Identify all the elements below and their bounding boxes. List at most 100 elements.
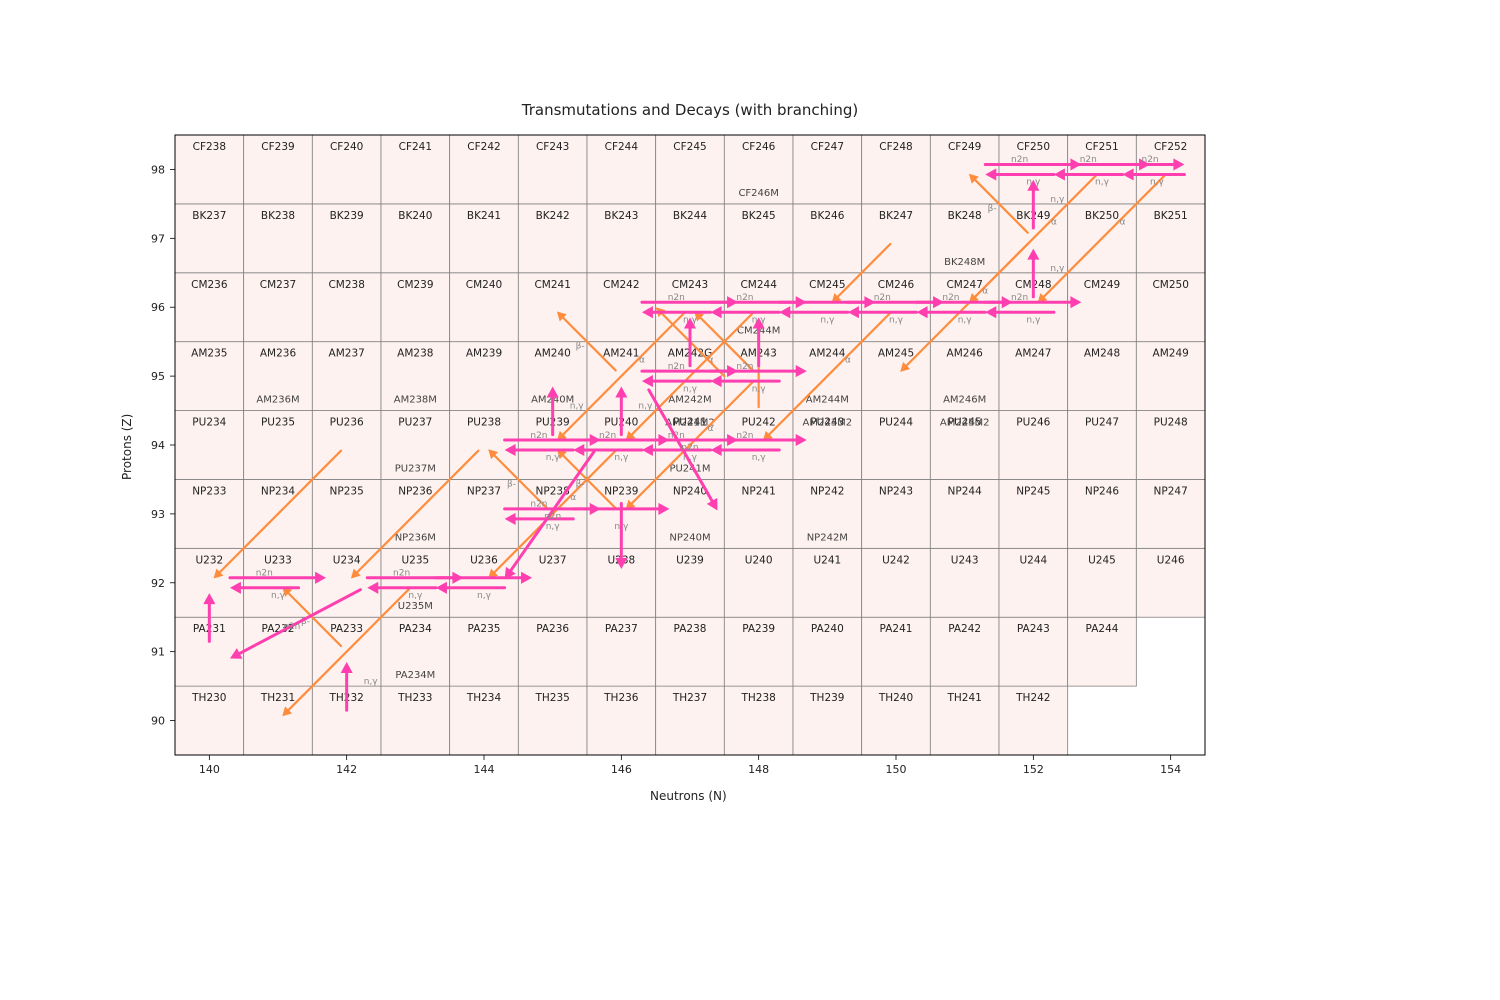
svg-text:AM244: AM244 (809, 348, 846, 360)
svg-text:PU234: PU234 (192, 417, 226, 429)
svg-text:NP247: NP247 (1154, 485, 1188, 497)
svg-text:92: 92 (151, 577, 165, 590)
svg-text:CF252: CF252 (1154, 141, 1187, 153)
svg-text:n,γ: n,γ (1095, 178, 1110, 188)
svg-text:U235M: U235M (398, 601, 433, 612)
svg-text:U237: U237 (539, 554, 567, 566)
svg-text:NP243: NP243 (879, 485, 913, 497)
svg-text:n2n: n2n (530, 500, 547, 510)
svg-text:PA243: PA243 (1017, 623, 1050, 635)
svg-text:AM246M: AM246M (943, 395, 986, 406)
svg-text:n,γ: n,γ (683, 384, 698, 394)
plot-svg: 1401421441461481501521549091929394959697… (0, 0, 1500, 1000)
svg-text:AM248: AM248 (1084, 348, 1120, 360)
svg-text:n,γ: n,γ (271, 591, 286, 601)
svg-text:90: 90 (151, 715, 165, 728)
svg-text:U232: U232 (195, 554, 223, 566)
svg-text:PU237M: PU237M (395, 463, 436, 474)
svg-text:PA233: PA233 (330, 623, 363, 635)
svg-text:PU237: PU237 (398, 417, 432, 429)
svg-text:AM241: AM241 (603, 348, 639, 360)
svg-text:NP239: NP239 (604, 485, 638, 497)
svg-text:AM239: AM239 (466, 348, 502, 360)
svg-text:U243: U243 (951, 554, 979, 566)
svg-text:CM249: CM249 (1084, 279, 1120, 291)
svg-text:142: 142 (336, 763, 357, 776)
svg-text:n,γ: n,γ (1050, 195, 1065, 205)
svg-text:CM246: CM246 (878, 279, 915, 291)
svg-text:140: 140 (199, 763, 220, 776)
svg-text:AM236M: AM236M (256, 395, 299, 406)
svg-text:TH234: TH234 (466, 692, 502, 704)
svg-text:n2n: n2n (1011, 293, 1028, 303)
svg-text:n,γ: n,γ (570, 402, 585, 412)
svg-text:n,γ: n,γ (889, 315, 904, 325)
svg-text:BK250: BK250 (1085, 210, 1119, 222)
svg-text:n2n: n2n (544, 512, 561, 522)
svg-text:144: 144 (474, 763, 495, 776)
svg-text:TH235: TH235 (534, 692, 569, 704)
svg-text:PU244: PU244 (879, 417, 913, 429)
svg-text:CM242: CM242 (603, 279, 639, 291)
svg-text:α: α (982, 286, 988, 296)
svg-text:n2n: n2n (599, 431, 616, 441)
svg-text:U241: U241 (813, 554, 841, 566)
svg-text:CM250: CM250 (1152, 279, 1188, 291)
svg-text:n,γ: n,γ (1150, 178, 1165, 188)
svg-text:NP242M: NP242M (807, 532, 848, 543)
svg-text:CM245: CM245 (809, 279, 845, 291)
svg-text:n2n: n2n (736, 293, 753, 303)
svg-text:n,γ: n,γ (546, 453, 561, 463)
svg-text:CM237: CM237 (260, 279, 296, 291)
svg-text:n2n: n2n (1011, 155, 1028, 165)
svg-text:BK241: BK241 (467, 210, 501, 222)
svg-text:CM239: CM239 (397, 279, 433, 291)
svg-text:AM243M2: AM243M2 (803, 418, 853, 429)
svg-text:BK242: BK242 (536, 210, 570, 222)
svg-text:AM238: AM238 (397, 348, 433, 360)
svg-text:PA241: PA241 (880, 623, 913, 635)
svg-text:n,γ: n,γ (546, 522, 561, 532)
svg-text:U234: U234 (333, 554, 361, 566)
y-axis-label: Protons (Z) (120, 414, 134, 480)
svg-text:n,γ: n,γ (958, 315, 973, 325)
svg-text:NP241: NP241 (742, 485, 776, 497)
svg-text:AM235: AM235 (191, 348, 227, 360)
svg-text:TH242: TH242 (1015, 692, 1050, 704)
svg-text:α: α (845, 355, 851, 365)
svg-text:CF245: CF245 (673, 141, 706, 153)
svg-text:PA238: PA238 (674, 623, 707, 635)
svg-text:U235: U235 (401, 554, 429, 566)
svg-text:AM249: AM249 (1153, 348, 1189, 360)
svg-text:CF241: CF241 (399, 141, 432, 153)
svg-text:n,γ: n,γ (1026, 315, 1041, 325)
svg-text:AM245M2: AM245M2 (940, 418, 990, 429)
svg-text:U236: U236 (470, 554, 498, 566)
svg-text:PA234: PA234 (399, 623, 432, 635)
svg-text:BK245: BK245 (742, 210, 776, 222)
svg-text:CF240: CF240 (330, 141, 363, 153)
svg-text:PA236: PA236 (536, 623, 569, 635)
svg-text:β-: β- (507, 479, 516, 489)
svg-text:NP236M: NP236M (395, 532, 436, 543)
svg-text:AM246: AM246 (947, 348, 984, 360)
svg-text:n,γ: n,γ (477, 591, 492, 601)
svg-text:AM237: AM237 (329, 348, 365, 360)
svg-text:BK251: BK251 (1154, 210, 1188, 222)
svg-text:PU246: PU246 (1016, 417, 1050, 429)
svg-text:CF246M: CF246M (738, 188, 778, 199)
svg-text:CM243: CM243 (672, 279, 708, 291)
svg-text:CM247: CM247 (946, 279, 982, 291)
svg-text:CF244: CF244 (605, 141, 639, 153)
svg-text:152: 152 (1023, 763, 1044, 776)
svg-text:AM244M: AM244M (806, 395, 849, 406)
svg-text:TH239: TH239 (809, 692, 844, 704)
svg-text:PA242: PA242 (948, 623, 981, 635)
svg-text:U240: U240 (745, 554, 773, 566)
svg-text:U245: U245 (1088, 554, 1116, 566)
svg-text:TH238: TH238 (740, 692, 775, 704)
svg-text:AM238M: AM238M (394, 395, 437, 406)
svg-text:n2n: n2n (736, 362, 753, 372)
svg-text:β-: β- (576, 479, 585, 489)
svg-text:PU236: PU236 (330, 417, 364, 429)
